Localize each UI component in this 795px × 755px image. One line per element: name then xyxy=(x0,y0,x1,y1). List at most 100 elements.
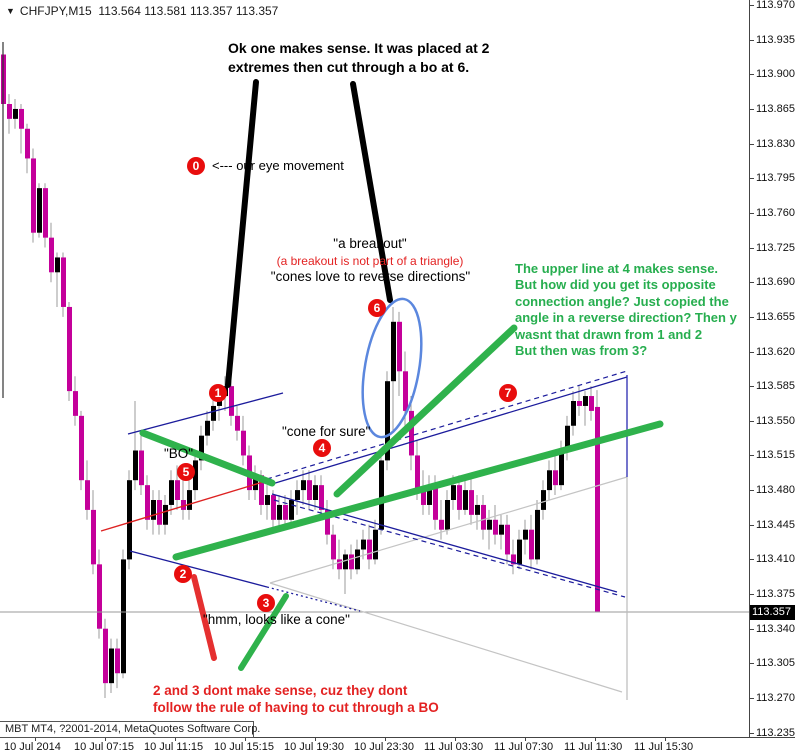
candle-body xyxy=(427,485,432,505)
price-label: 113.690 xyxy=(756,276,795,289)
candle-body xyxy=(145,485,150,520)
marker-circle[interactable] xyxy=(499,384,517,402)
red-trendline[interactable] xyxy=(100,481,264,532)
green-descending-stroke[interactable] xyxy=(139,429,276,487)
price-tick xyxy=(750,455,754,457)
candle-body xyxy=(475,504,480,515)
number-marker-2[interactable]: 2 xyxy=(174,565,192,583)
number-marker-0[interactable]: 0 xyxy=(187,157,205,175)
price-label: 113.270 xyxy=(756,692,795,704)
price-tick xyxy=(750,663,754,665)
time-label: 10 Jul 23:30 xyxy=(354,741,414,753)
price-tick xyxy=(750,108,754,110)
time-axis[interactable]: 10 Jul 2014 10 Jul 07:15 10 Jul 11:15 10 Ju… xyxy=(0,737,795,755)
symbol-timeframe-label: CHFJPY,M15 xyxy=(19,4,92,18)
marker-circle[interactable] xyxy=(368,299,386,317)
candle-body xyxy=(595,406,600,612)
chevron-down-icon[interactable]: ▼ xyxy=(6,6,15,16)
candles-layer[interactable] xyxy=(1,44,600,698)
price-tick xyxy=(750,490,754,492)
note-green-question[interactable]: The upper line at 4 makes sense. But how… xyxy=(515,261,737,359)
price-axis[interactable]: 113.970 113.935 113.900 113.865 113.830 113.7… xyxy=(749,0,795,739)
price-tick xyxy=(750,247,754,249)
number-marker-1[interactable]: 1 xyxy=(209,384,227,402)
note-eye-movement[interactable]: <--- our eye movement xyxy=(212,158,344,173)
price-label: 113.585 xyxy=(756,380,795,393)
green-stroke-at-3[interactable] xyxy=(238,593,289,671)
candle-body xyxy=(463,490,468,510)
number-marker-5[interactable]: 5 xyxy=(177,463,195,481)
price-label: 113.620 xyxy=(756,345,795,358)
navy-channel-lower-solid[interactable] xyxy=(271,493,618,593)
marker-circle[interactable] xyxy=(313,439,331,457)
note-cone-for-sure[interactable]: "cone for sure" xyxy=(282,424,371,439)
note-hmm-cone[interactable]: "hmm, looks like a cone" xyxy=(203,612,350,627)
note-breakout-warning[interactable]: (a breakout is not part of a triangle) xyxy=(276,254,464,268)
price-tick xyxy=(750,732,754,734)
marker-circle[interactable] xyxy=(174,565,192,583)
chart-header[interactable]: ▼ CHFJPY,M15 113.564 113.581 113.357 113.… xyxy=(6,4,278,18)
candle-body xyxy=(187,490,192,510)
navy-channel-lower-dashed[interactable] xyxy=(273,499,626,598)
eye-movement-line-left[interactable] xyxy=(225,79,259,388)
navy-left-lower-trendline[interactable] xyxy=(129,550,268,588)
candle-body xyxy=(139,450,144,486)
ellipse-annotation[interactable] xyxy=(353,294,430,441)
number-marker-6[interactable]: 6 xyxy=(368,299,386,317)
drawing-objects-layer[interactable] xyxy=(0,42,749,700)
note-top-explanation[interactable]: Ok one makes sense. It was placed at 2 e… xyxy=(228,40,490,75)
marker-circle[interactable] xyxy=(187,157,205,175)
eye-movement-line-right[interactable] xyxy=(350,81,393,303)
time-label: 10 Jul 2014 xyxy=(4,741,61,753)
marker-circle[interactable] xyxy=(209,384,227,402)
green-long-rising-stroke[interactable] xyxy=(172,420,664,561)
time-label: 10 Jul 15:15 xyxy=(214,741,274,753)
gray-fan-down-line[interactable] xyxy=(269,582,623,693)
candle-body xyxy=(49,237,54,273)
candle-body xyxy=(589,396,594,411)
candle-body xyxy=(79,415,84,481)
navy-left-lower-dotted[interactable] xyxy=(266,586,361,612)
candle-body xyxy=(127,480,132,560)
note-a-breakout[interactable]: "a breakout" xyxy=(333,236,407,251)
note-red-critique[interactable]: 2 and 3 dont make sense, cuz they dont f… xyxy=(153,683,439,715)
ohlc-readout: 113.564 113.581 113.357 113.357 xyxy=(98,4,279,18)
candle-body xyxy=(55,257,60,273)
note-bo-label[interactable]: "BO" xyxy=(164,446,194,461)
navy-channel-upper-solid[interactable] xyxy=(271,376,628,485)
time-tick xyxy=(385,738,386,741)
candle-body xyxy=(469,490,474,515)
navy-left-upper-trendline[interactable] xyxy=(127,392,284,435)
green-steep-stroke[interactable] xyxy=(333,324,518,498)
number-marker-7[interactable]: 7 xyxy=(499,384,517,402)
number-markers-layer[interactable]: 0 1 2 3 4 5 6 7 xyxy=(174,157,517,612)
number-marker-3[interactable]: 3 xyxy=(257,594,275,612)
marker-number: 3 xyxy=(263,596,270,610)
candle-body xyxy=(349,554,354,570)
time-label: 11 Jul 07:30 xyxy=(494,741,554,753)
marker-circle[interactable] xyxy=(177,463,195,481)
red-stroke-at-2[interactable] xyxy=(191,574,217,661)
price-tick xyxy=(750,39,754,41)
candle-body xyxy=(391,321,396,382)
candle-body xyxy=(241,430,246,456)
candle-body xyxy=(109,648,114,684)
candle-body xyxy=(433,485,438,520)
price-label: 113.970 xyxy=(756,0,795,11)
candle-body xyxy=(529,529,534,560)
breakout-ellipse[interactable] xyxy=(353,294,430,441)
gray-fan-up-line[interactable] xyxy=(269,476,628,584)
number-marker-4[interactable]: 4 xyxy=(313,439,331,457)
marker-number: 7 xyxy=(505,386,512,400)
candle-body xyxy=(307,480,312,500)
time-tick xyxy=(105,738,106,741)
price-tick xyxy=(750,698,754,699)
time-tick xyxy=(245,738,246,741)
note-cones-reverse[interactable]: "cones love to reverse directions" xyxy=(270,269,471,284)
marker-circle[interactable] xyxy=(257,594,275,612)
candle-body xyxy=(205,420,210,436)
price-label: 113.445 xyxy=(756,518,795,531)
price-tick xyxy=(750,594,754,596)
